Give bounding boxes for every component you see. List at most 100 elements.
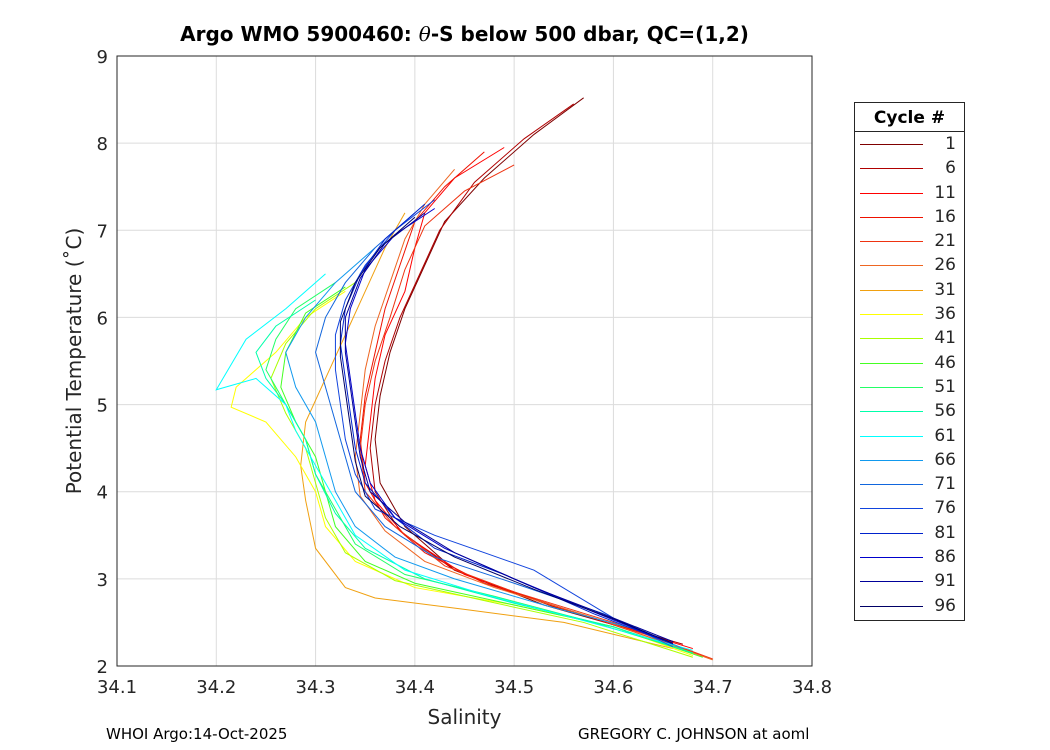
legend-swatch	[860, 484, 923, 486]
legend-entry: 61	[855, 424, 964, 448]
legend-swatch	[860, 338, 923, 340]
x-axis-label: Salinity	[428, 705, 502, 729]
legend-label: 26	[934, 255, 956, 276]
legend-swatch	[860, 362, 923, 364]
legend-entry: 6	[855, 156, 964, 180]
legend-label: 86	[934, 547, 956, 568]
legend-swatch	[860, 241, 923, 243]
y-axis-label: Potential Temperature (˚C)	[62, 228, 86, 495]
series-line-cycle-31	[300, 212, 674, 650]
series-line-cycle-16	[359, 151, 703, 657]
legend-swatch	[860, 386, 923, 388]
legend-swatch	[860, 289, 923, 291]
legend-label: 1	[945, 134, 956, 154]
legend-label: 56	[934, 401, 956, 422]
chart-title: Argo WMO 5900460: θ-S below 500 dbar, QC…	[117, 22, 812, 46]
legend-label: 6	[945, 158, 956, 179]
legend-swatch	[860, 144, 923, 145]
y-tick-label: 2	[97, 657, 108, 678]
legend-entry: 86	[855, 545, 964, 569]
footer-right: GREGORY C. JOHNSON at aoml	[578, 725, 810, 743]
legend: Cycle # 1 6 11 16 21 26 31 36 41 46 51 56 61 66 71 76 81…	[854, 102, 965, 621]
legend-label: 76	[934, 498, 956, 519]
footer-left: WHOI Argo:14-Oct-2025	[106, 725, 288, 743]
y-tick-label: 5	[97, 396, 108, 417]
legend-swatch	[860, 532, 923, 534]
legend-label: 46	[934, 352, 956, 373]
legend-label: 41	[934, 328, 956, 349]
legend-label: 31	[934, 279, 956, 300]
legend-entry: 56	[855, 399, 964, 423]
series-line-cycle-41	[270, 282, 694, 658]
x-tick-label: 34.7	[693, 677, 733, 698]
legend-swatch	[860, 508, 923, 510]
legend-label: 11	[934, 182, 956, 203]
series-line-cycle-56	[255, 299, 694, 654]
y-tick-label: 8	[97, 134, 108, 155]
series-line-cycle-91	[344, 212, 674, 643]
series-line-cycle-26	[354, 168, 713, 661]
x-tick-label: 34.1	[97, 677, 137, 698]
legend-label: 96	[934, 595, 956, 616]
x-tick-label: 34.5	[494, 677, 534, 698]
series-line-cycle-96	[339, 216, 674, 644]
legend-label: 16	[934, 206, 956, 227]
title-suffix: -S below 500 dbar, QC=(1,2)	[430, 22, 749, 46]
legend-swatch	[860, 605, 923, 607]
legend-label: 91	[934, 571, 956, 592]
legend-swatch	[860, 557, 923, 559]
legend-entry: 76	[855, 496, 964, 520]
legend-entry: 96	[855, 594, 964, 618]
legend-label: 51	[934, 376, 956, 397]
legend-entry: 41	[855, 326, 964, 350]
legend-swatch	[860, 581, 923, 583]
x-tick-label: 34.6	[593, 677, 633, 698]
y-tick-label: 7	[97, 221, 108, 242]
legend-entry: 46	[855, 351, 964, 375]
legend-label: 66	[934, 449, 956, 470]
y-tick-label: 6	[97, 308, 108, 329]
legend-label: 61	[934, 425, 956, 446]
legend-label: 21	[934, 231, 956, 252]
legend-swatch	[860, 192, 923, 194]
legend-entry: 36	[855, 302, 964, 326]
legend-entry: 71	[855, 472, 964, 496]
legend-title: Cycle #	[855, 103, 964, 132]
x-tick-label: 34.8	[792, 677, 832, 698]
x-tick-label: 34.2	[196, 677, 236, 698]
legend-entry: 16	[855, 205, 964, 229]
y-tick-label: 9	[97, 47, 108, 68]
legend-swatch	[860, 168, 923, 170]
legend-entry: 66	[855, 448, 964, 472]
legend-entry: 91	[855, 569, 964, 593]
legend-entry: 26	[855, 253, 964, 277]
legend-entry: 11	[855, 181, 964, 205]
x-tick-label: 34.3	[296, 677, 336, 698]
x-tick-label: 34.4	[395, 677, 435, 698]
legend-entry: 31	[855, 278, 964, 302]
y-tick-label: 3	[97, 570, 108, 591]
legend-entry: 81	[855, 521, 964, 545]
series-line-cycle-61	[215, 273, 693, 651]
legend-label: 81	[934, 522, 956, 543]
title-theta: θ	[418, 22, 431, 46]
series-line-cycle-66	[285, 247, 684, 650]
legend-swatch	[860, 459, 923, 461]
legend-entry: 51	[855, 375, 964, 399]
legend-entry: 1	[855, 132, 964, 156]
title-prefix: Argo WMO 5900460:	[180, 22, 419, 46]
plot-frame	[116, 55, 813, 667]
legend-swatch	[860, 265, 923, 267]
legend-swatch	[860, 435, 923, 437]
series-line-cycle-21	[359, 164, 713, 660]
legend-label: 36	[934, 304, 956, 325]
legend-label: 71	[934, 474, 956, 495]
legend-entry: 21	[855, 229, 964, 253]
legend-swatch	[860, 411, 923, 413]
y-tick-label: 4	[97, 483, 108, 504]
legend-swatch	[860, 216, 923, 218]
series-line-cycle-71	[315, 212, 674, 648]
legend-swatch	[860, 314, 923, 316]
